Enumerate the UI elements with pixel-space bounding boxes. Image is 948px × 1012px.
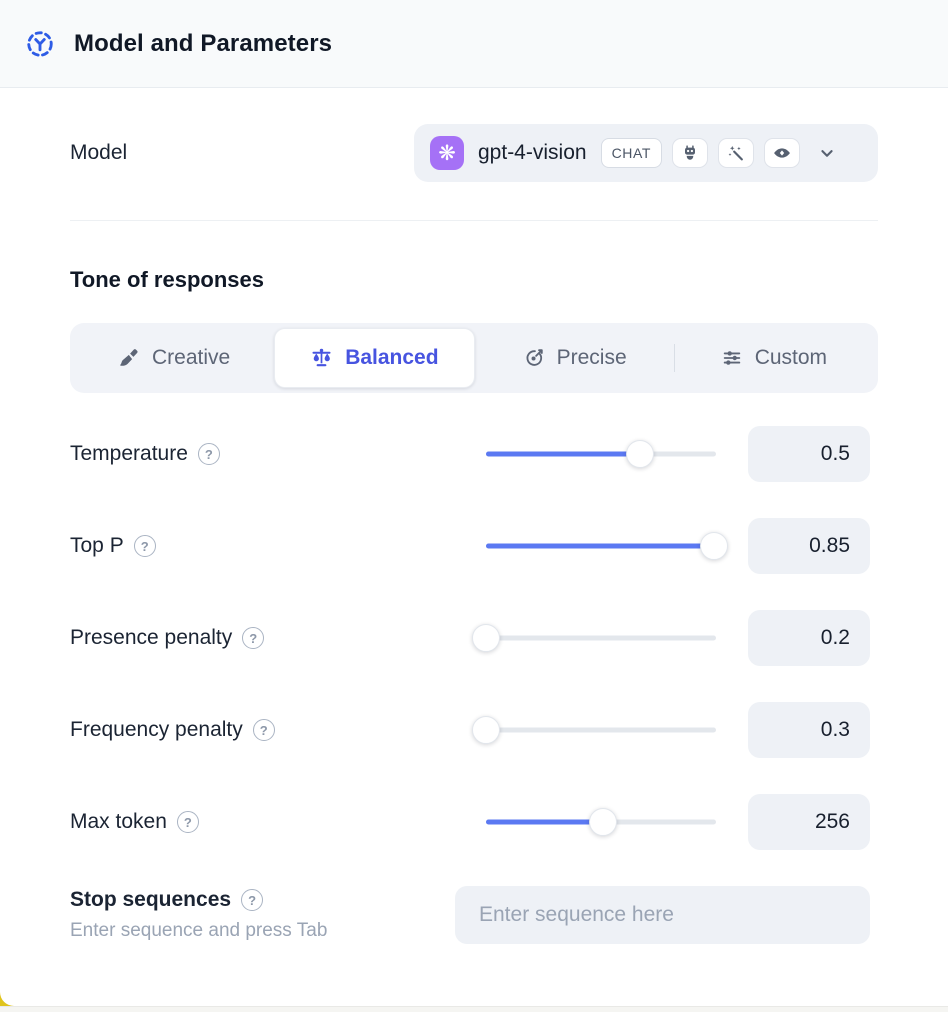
- slider-thumb[interactable]: [626, 440, 655, 468]
- temperature-value[interactable]: 0.5: [748, 426, 870, 482]
- param-label: Presence penalty: [70, 626, 233, 649]
- slider-thumb[interactable]: [472, 716, 500, 744]
- panel-header: Model and Parameters: [0, 0, 948, 88]
- chevron-down-icon[interactable]: [816, 142, 838, 164]
- param-label: Max token: [70, 810, 167, 833]
- openai-logo: ❋: [430, 136, 464, 170]
- model-row: Model ❋ gpt-4-vision CHAT: [70, 124, 878, 182]
- help-icon[interactable]: ?: [241, 889, 264, 911]
- slider-track: [486, 635, 716, 641]
- presence-penalty-value[interactable]: 0.2: [748, 610, 870, 666]
- help-icon[interactable]: ?: [197, 443, 220, 465]
- help-icon[interactable]: ?: [252, 719, 275, 741]
- help-icon[interactable]: ?: [242, 627, 265, 649]
- param-row-presence-penalty: Presence penalty ? 0.2: [70, 610, 870, 666]
- paintbrush-icon: [120, 349, 138, 366]
- temperature-slider[interactable]: [486, 440, 716, 468]
- tab-custom[interactable]: Custom: [675, 328, 873, 388]
- max-token-value[interactable]: 256: [748, 794, 870, 850]
- slider-fill: [486, 451, 641, 457]
- tab-precise[interactable]: Precise: [476, 328, 674, 388]
- slider-track: [486, 727, 716, 733]
- frequency-penalty-value[interactable]: 0.3: [748, 702, 870, 758]
- help-icon[interactable]: ?: [176, 811, 199, 833]
- param-label: Frequency penalty: [70, 718, 243, 741]
- page-title: Model and Parameters: [74, 29, 333, 57]
- tone-heading: Tone of responses: [70, 267, 264, 292]
- model-select[interactable]: ❋ gpt-4-vision CHAT: [414, 124, 878, 182]
- tone-tabs: Creative Balanced: [70, 323, 878, 393]
- sliders-icon: [723, 351, 740, 365]
- slider-thumb[interactable]: [589, 808, 618, 836]
- slider-fill: [486, 819, 604, 825]
- help-icon[interactable]: ?: [133, 535, 156, 557]
- tab-separator: [673, 344, 675, 372]
- balance-scale-icon: [312, 348, 331, 366]
- frequency-penalty-slider[interactable]: [472, 716, 716, 744]
- tab-balanced[interactable]: Balanced: [274, 328, 475, 388]
- tab-creative[interactable]: Creative: [75, 328, 273, 388]
- slider-thumb[interactable]: [699, 532, 728, 560]
- tab-label: Balanced: [345, 346, 439, 369]
- presence-penalty-slider[interactable]: [472, 624, 716, 652]
- param-row-max-token: Max token ? 256: [70, 794, 870, 850]
- top-p-slider[interactable]: [486, 532, 728, 560]
- param-label: Temperature: [70, 442, 188, 465]
- chat-badge: CHAT: [600, 138, 663, 168]
- magic-wand-icon: [718, 138, 755, 168]
- section-divider: [70, 220, 878, 221]
- param-row-frequency-penalty: Frequency penalty ? 0.3: [70, 702, 870, 758]
- tab-label: Creative: [152, 346, 231, 369]
- robot-icon: [672, 138, 709, 168]
- model-label: Model: [70, 141, 128, 164]
- target-icon: [526, 349, 543, 366]
- model-parameters-icon: [24, 28, 56, 60]
- max-token-slider[interactable]: [486, 808, 716, 836]
- tab-label: Custom: [754, 346, 828, 369]
- model-name: gpt-4-vision: [478, 141, 587, 164]
- vision-icon: [764, 138, 801, 168]
- stop-sequences-labels: Stop sequences ? Enter sequence and pres…: [70, 886, 455, 942]
- param-row-temperature: Temperature ? 0.5: [70, 426, 870, 482]
- stop-sequences-row: Stop sequences ? Enter sequence and pres…: [70, 886, 878, 944]
- stop-sequences-label: Stop sequences: [70, 888, 232, 911]
- slider-thumb[interactable]: [472, 624, 500, 652]
- param-label: Top P: [70, 534, 124, 557]
- stop-sequence-input[interactable]: [455, 886, 870, 944]
- tab-label: Precise: [556, 346, 627, 369]
- page-bottom-strip: [0, 1006, 948, 1012]
- panel-content: Model ❋ gpt-4-vision CHAT: [0, 124, 948, 944]
- stop-sequences-hint: Enter sequence and press Tab: [70, 920, 328, 941]
- slider-fill: [486, 543, 714, 549]
- param-row-top-p: Top P ? 0.85: [70, 518, 870, 574]
- top-p-value[interactable]: 0.85: [748, 518, 870, 574]
- parameter-list: Temperature ? 0.5 Top P ?: [70, 426, 878, 850]
